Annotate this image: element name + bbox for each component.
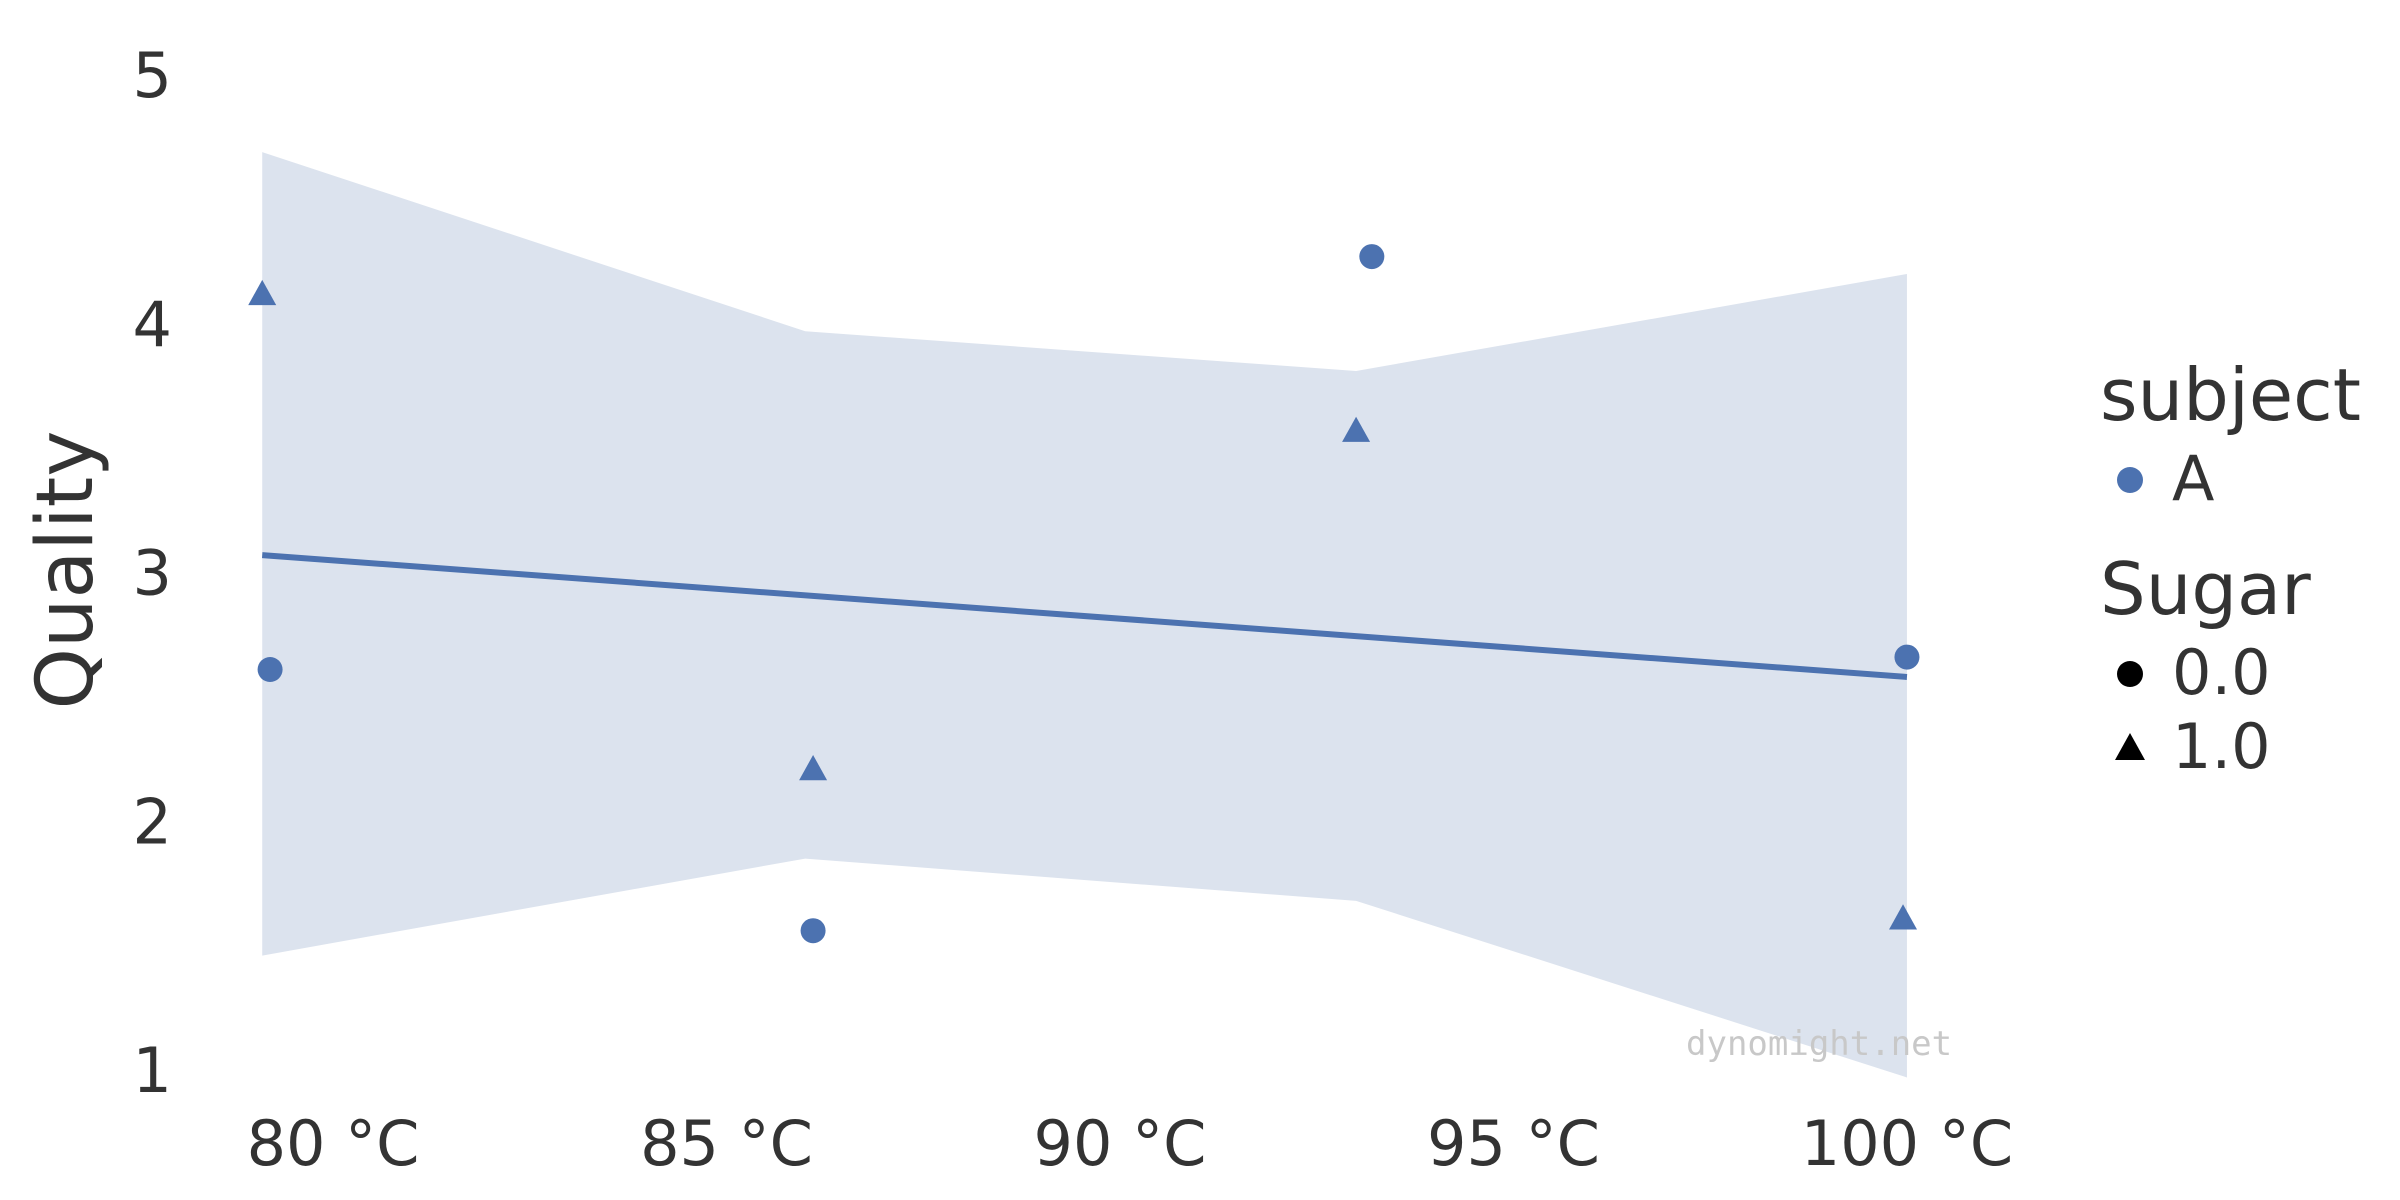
data-point-triangle-7 [1889, 904, 1918, 930]
x-tick-label-0: 80 °C [247, 1107, 420, 1180]
watermark: dynomight.net [1686, 1024, 1952, 1064]
y-tick-label-1: 2 [133, 785, 172, 858]
data-point-circle-6 [1894, 644, 1920, 670]
legend-marker-circle-0-0 [2117, 467, 2143, 493]
legend-marker-circle-1-0 [2117, 661, 2143, 687]
y-axis-label: Quality [21, 431, 111, 710]
regression-line-layer [261, 552, 1908, 680]
legend-label-0-0: A [2172, 442, 2214, 515]
x-tick-label-2: 90 °C [1034, 1107, 1207, 1180]
regression-line [261, 552, 1908, 680]
data-point-triangle-2 [799, 755, 828, 781]
data-points-layer [248, 244, 1920, 944]
data-point-circle-5 [1359, 244, 1385, 270]
y-tick-label-0: 1 [133, 1034, 172, 1107]
y-tick-label-3: 4 [133, 288, 172, 361]
legend-title-1: Sugar [2100, 547, 2311, 631]
legend-marker-triangle-1-1 [2115, 733, 2145, 760]
x-axis-ticks: 80 °C 85 °C 90 °C 95 °C 100 °C [247, 1107, 2014, 1180]
x-tick-label-3: 95 °C [1427, 1107, 1600, 1180]
legend-label-1-0: 0.0 [2172, 636, 2271, 709]
data-point-circle-3 [800, 918, 826, 944]
legend-title-0: subject [2100, 353, 2361, 437]
data-point-circle-1 [257, 657, 283, 683]
y-axis-ticks: 1 2 3 4 5 [133, 39, 172, 1107]
y-tick-label-2: 3 [133, 537, 172, 610]
y-tick-label-4: 5 [133, 39, 172, 112]
data-point-triangle-4 [1342, 416, 1371, 442]
data-point-triangle-0 [248, 279, 277, 306]
legend-label-1-1: 1.0 [2172, 710, 2271, 783]
x-tick-label-4: 100 °C [1801, 1107, 2013, 1180]
x-tick-label-1: 85 °C [640, 1107, 813, 1180]
